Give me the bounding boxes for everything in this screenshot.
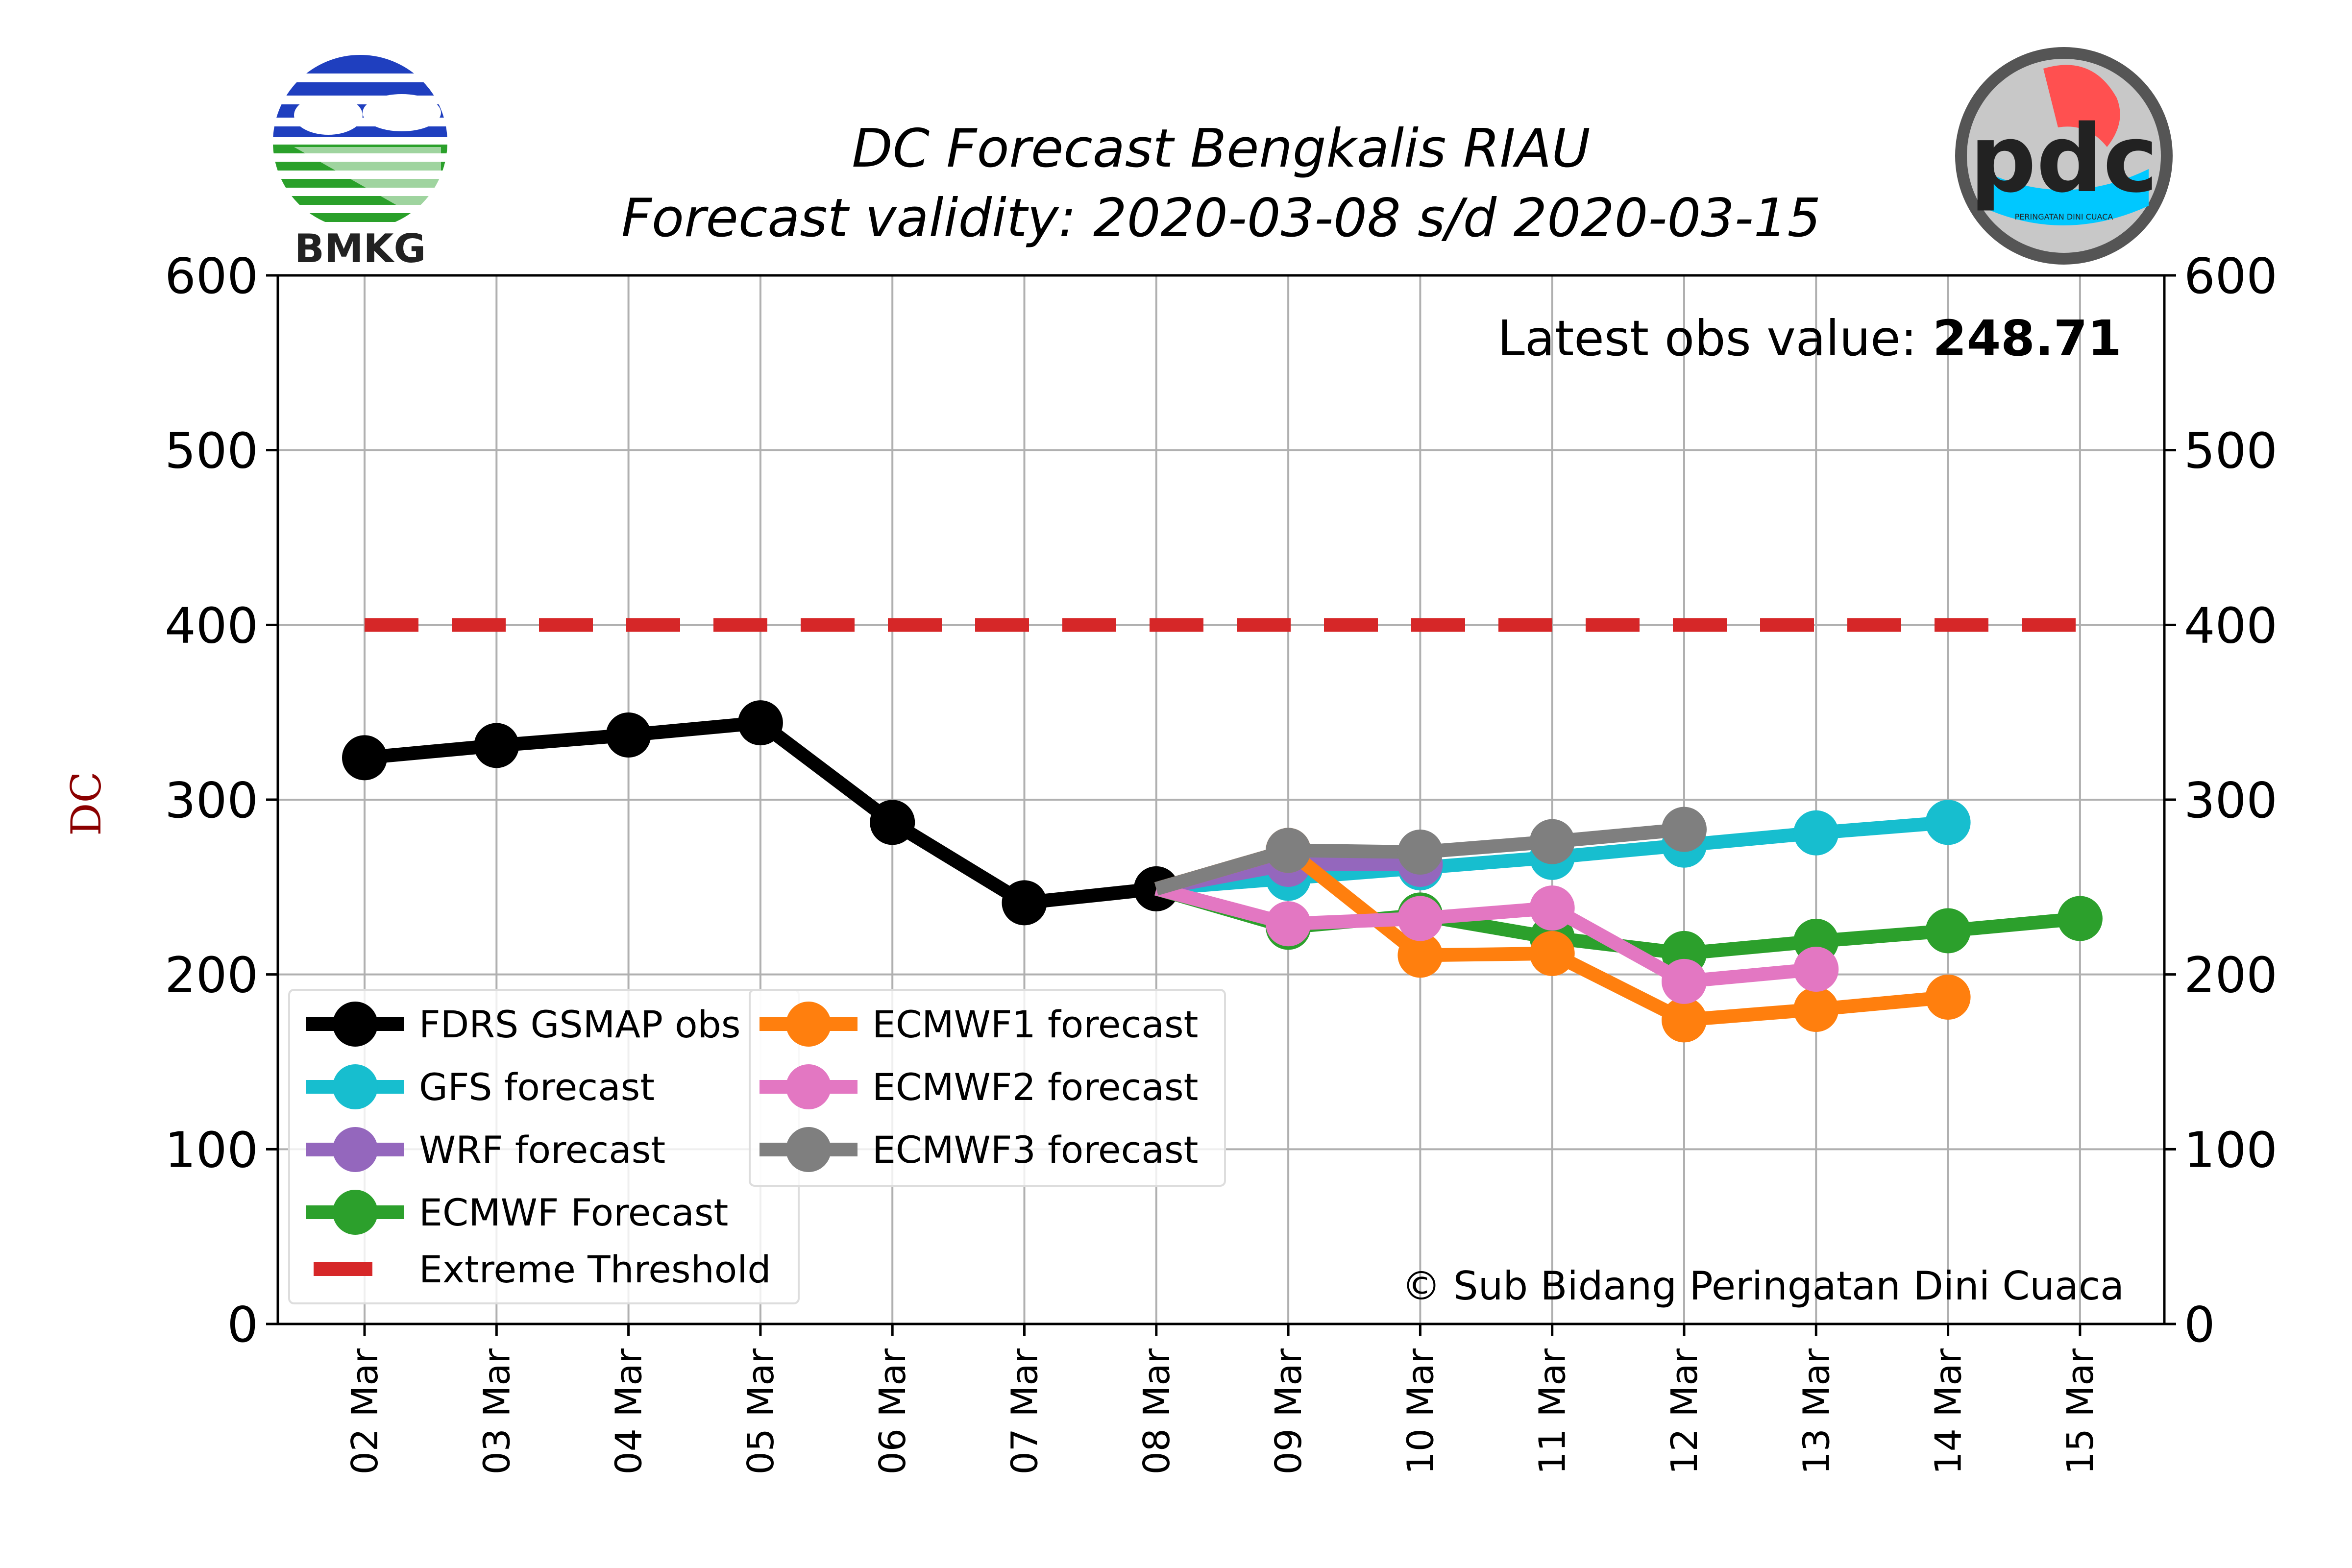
latest-obs-value: 248.71: [1933, 310, 2122, 367]
y-tick-label: 100: [165, 1121, 258, 1178]
data-point: [1397, 932, 1443, 978]
series-line: [1154, 882, 1817, 988]
x-tick-label: 06 Mar: [872, 1348, 914, 1474]
x-tick-label: 12 Mar: [1664, 1348, 1706, 1474]
pdc-logo-caption: PERINGATAN DINI CUACA: [2015, 212, 2113, 221]
pdc-logo-text: pdc: [1970, 105, 2158, 213]
legend-item: ECMWF3 forecast: [760, 1127, 1198, 1172]
x-tick-label: 07 Mar: [1004, 1348, 1046, 1474]
data-point: [1397, 830, 1443, 875]
x-tick-label: 08 Mar: [1136, 1348, 1178, 1474]
data-point: [1925, 908, 1971, 954]
y-tick-label: 500: [165, 422, 258, 480]
bmkg-logo-icon: BMKG: [271, 53, 449, 271]
legend-item: ECMWF2 forecast: [760, 1064, 1198, 1109]
data-point: [1529, 931, 1575, 976]
legend: FDRS GSMAP obs GFS forecast WRF forecast EC…: [288, 989, 1226, 1304]
legend-marker: [333, 1127, 378, 1172]
series-group: [342, 700, 2103, 1043]
legend-marker: [786, 1002, 831, 1047]
x-tick-label: 02 Mar: [344, 1348, 386, 1474]
y-tick-label-right: 600: [2184, 247, 2278, 305]
legend-marker: [333, 1190, 378, 1235]
latest-obs-label: Latest obs value:: [1497, 310, 1933, 367]
pdc-logo-icon: pdc PERINGATAN DINI CUACA: [1955, 47, 2173, 265]
latest-obs-text: Latest obs value: 248.71: [1497, 310, 2122, 367]
data-point: [342, 735, 387, 781]
legend-label: GFS forecast: [419, 1065, 655, 1109]
data-point: [870, 800, 915, 845]
data-point: [2057, 896, 2103, 941]
data-point: [1266, 828, 1311, 873]
x-tick-label: 03 Mar: [476, 1348, 518, 1474]
bmkg-logo-text: BMKG: [294, 226, 426, 271]
data-point: [474, 723, 519, 768]
y-tick-label: 300: [165, 772, 258, 829]
data-point: [1529, 819, 1575, 864]
data-point: [1662, 997, 1707, 1043]
legend-item: ECMWF1 forecast: [760, 1002, 1198, 1047]
x-tick-label: 04 Mar: [608, 1348, 650, 1474]
x-axis: 02 Mar 03 Mar 04 Mar 05 Mar 06 Mar 07 Mar 08 M…: [344, 1324, 2102, 1474]
right-y-axis: 0 100 200 300 400 500 600: [2164, 247, 2278, 1353]
y-tick-label-right: 300: [2184, 772, 2278, 829]
y-tick-label-right: 400: [2184, 597, 2278, 654]
x-tick-label: 05 Mar: [740, 1348, 782, 1474]
legend-marker: [333, 1064, 378, 1109]
y-tick-label: 400: [165, 597, 258, 654]
legend-box-right: [749, 989, 1226, 1187]
data-point: [1925, 800, 1971, 845]
y-tick-label-right: 500: [2184, 422, 2278, 480]
y-tick-label: 600: [165, 247, 258, 305]
data-point: [1793, 946, 1839, 992]
data-point: [606, 712, 651, 758]
x-tick-label: 14 Mar: [1928, 1348, 1970, 1474]
data-point: [1529, 885, 1575, 931]
copyright-text: © Sub Bidang Peringatan Dini Cuaca: [1402, 1263, 2125, 1309]
series-ecmwf2-forecast: [1154, 882, 1839, 1004]
y-tick-label: 200: [165, 947, 258, 1004]
legend-marker: [786, 1064, 831, 1109]
chart-title: DC Forecast Bengkalis RIAU: [852, 118, 1590, 179]
series-fdrs-gsmap-obs: [342, 700, 1179, 926]
legend-item: ECMWF Forecast: [306, 1190, 728, 1235]
data-point: [1662, 958, 1707, 1004]
legend-item-threshold: Extreme Threshold: [314, 1248, 771, 1291]
data-point: [1925, 975, 1971, 1020]
y-axis-label: DC: [62, 771, 110, 836]
x-tick-label: 11 Mar: [1532, 1348, 1574, 1474]
data-point: [1793, 810, 1839, 856]
series-ecmwf3-forecast: [1154, 807, 1707, 896]
x-tick-label: 10 Mar: [1399, 1348, 1442, 1474]
left-y-axis: 0 100 200 300 400 500 600: [165, 247, 278, 1353]
x-tick-label: 15 Mar: [2059, 1348, 2102, 1474]
legend-label: ECMWF Forecast: [419, 1191, 728, 1234]
data-point: [737, 700, 783, 746]
data-point: [1266, 901, 1311, 947]
legend-marker: [786, 1127, 831, 1172]
y-tick-label-right: 0: [2184, 1296, 2215, 1353]
data-point: [1662, 807, 1707, 852]
legend-item: FDRS GSMAP obs: [306, 1002, 740, 1047]
x-tick-label: 13 Mar: [1795, 1348, 1838, 1474]
y-tick-label-right: 200: [2184, 947, 2278, 1004]
data-point: [1002, 880, 1047, 926]
chart-subtitle: Forecast validity: 2020-03-08 s/d 2020-0…: [621, 188, 1821, 249]
legend-label: ECMWF2 forecast: [872, 1065, 1198, 1109]
data-point: [1793, 987, 1839, 1032]
legend-marker: [333, 1002, 378, 1047]
legend-item: WRF forecast: [306, 1127, 665, 1172]
y-tick-label: 0: [227, 1296, 258, 1353]
legend-label: FDRS GSMAP obs: [419, 1003, 740, 1046]
legend-label: WRF forecast: [419, 1128, 665, 1172]
legend-item: GFS forecast: [306, 1064, 655, 1109]
legend-label: ECMWF1 forecast: [872, 1003, 1198, 1046]
data-point: [1397, 896, 1443, 941]
legend-label: Extreme Threshold: [419, 1248, 771, 1291]
x-tick-label: 09 Mar: [1268, 1348, 1310, 1474]
legend-label: ECMWF3 forecast: [872, 1128, 1198, 1172]
y-tick-label-right: 100: [2184, 1121, 2278, 1178]
